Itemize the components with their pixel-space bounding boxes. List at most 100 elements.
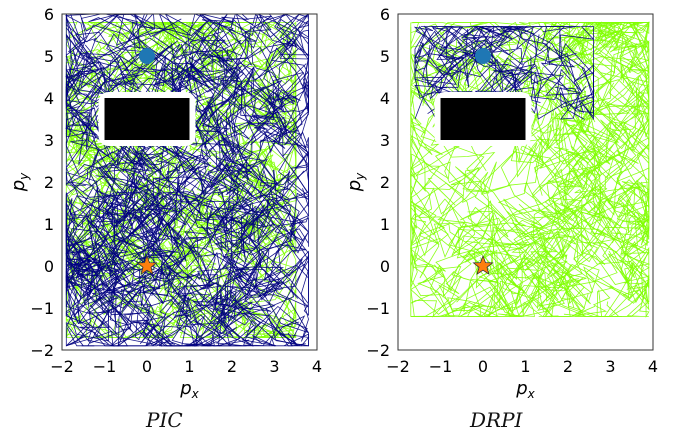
y-tick-label: 0 [380,257,390,276]
trajectory-line [473,249,571,317]
y-tick-label: 2 [380,173,390,192]
trajectory-line [591,220,650,318]
x-tick-label: 3 [605,357,615,376]
trajectory-line [194,267,309,347]
trajectory-series [64,14,310,347]
x-tick-label: 2 [563,357,573,376]
trajectory-line [413,25,470,99]
y-tick-label: 0 [44,257,54,276]
x-tick-label: 0 [142,357,152,376]
trajectory-line [496,55,626,255]
trajectory-line [189,244,300,330]
trajectory-line [65,14,199,109]
trajectory-line [410,23,503,172]
trajectory-line [65,45,170,290]
trajectory-line [146,21,286,158]
trajectory-line [421,26,470,100]
y-tick-label: 3 [44,131,54,150]
trajectory-line [495,199,598,317]
trajectory-line [414,48,506,143]
plot-area [409,20,651,318]
trajectory-line [65,197,164,313]
trajectory-line [65,33,166,143]
trajectory-line [177,24,292,340]
trajectory-line [410,242,579,317]
plot-frame [397,13,654,351]
trajectory-line [189,188,309,312]
plot-area [64,14,310,347]
trajectory-line [65,198,129,347]
trajectory-line [64,14,177,50]
y-tick-label: 6 [44,5,54,24]
trajectory-line [425,26,524,87]
trajectory-line [500,248,606,317]
y-tick-label: −1 [366,299,390,318]
trajectory-line [410,244,589,317]
trajectory-line [410,153,526,290]
trajectory-line [580,166,650,302]
trajectory-line [195,47,309,126]
trajectory-line [410,107,479,235]
trajectory-line [410,161,512,241]
y-tick-label: 3 [380,131,390,150]
x-axis-label: px [515,378,535,401]
plot-frame [61,13,318,351]
trajectory-line [501,25,586,120]
x-tick-label: 3 [269,357,279,376]
trajectory-line [515,21,645,178]
trajectory-line [68,181,187,314]
trajectory-line [551,96,642,236]
y-tick-label: 6 [380,5,390,24]
trajectory-line [225,250,309,347]
trajectory-line [496,55,585,114]
trajectory-line [129,277,238,338]
trajectory-line [65,200,176,317]
x-tick-label: −1 [429,357,453,376]
obstacle [440,98,526,140]
y-tick-label: −2 [30,341,54,360]
trajectory-line [66,139,221,298]
start-marker [136,254,158,276]
trajectory-line [184,147,305,283]
trajectory-line [436,26,543,69]
trajectory-line [136,14,242,96]
y-tick-label: 2 [44,173,54,192]
x-tick-label: −1 [93,357,117,376]
trajectory-line [465,198,650,311]
trajectory-line [538,22,650,211]
trajectory-line [499,21,648,164]
x-tick-label: 4 [312,357,322,376]
trajectory-line [411,22,514,106]
trajectory-line [65,177,248,347]
trajectory-line [460,26,558,99]
x-tick-label: 1 [520,357,530,376]
start-marker [472,254,494,276]
y-tick-label: 1 [380,215,390,234]
trajectory-line [410,205,565,312]
obstacle [104,98,190,140]
trajectory-line [65,63,179,202]
y-axis-label: py [344,172,367,192]
trajectory-line [114,14,309,63]
y-tick-label: 5 [44,47,54,66]
trajectory-line [468,64,587,143]
trajectory-line [175,25,310,186]
trajectory-line [554,64,594,121]
trajectory-line [89,154,309,258]
trajectory-line [410,182,551,315]
caption-pic: PIC [146,408,183,432]
chart-panel-drpi: −2 −1 0 1 2 3 4 −2 −1 0 1 2 3 4 5 6 px py [344,5,658,401]
trajectory-line [563,74,651,215]
caption-drpi: DRPI [470,408,523,432]
x-tick-label: 4 [648,357,658,376]
goal-marker [475,48,491,64]
y-tick-label: 1 [44,215,54,234]
y-axis-label: py [8,172,31,192]
x-tick-label: 1 [184,357,194,376]
x-tick-label: 0 [478,357,488,376]
y-tick-label: 4 [380,89,390,108]
trajectory-line [65,228,212,347]
trajectory-line [201,14,295,147]
trajectory-line [114,141,220,347]
